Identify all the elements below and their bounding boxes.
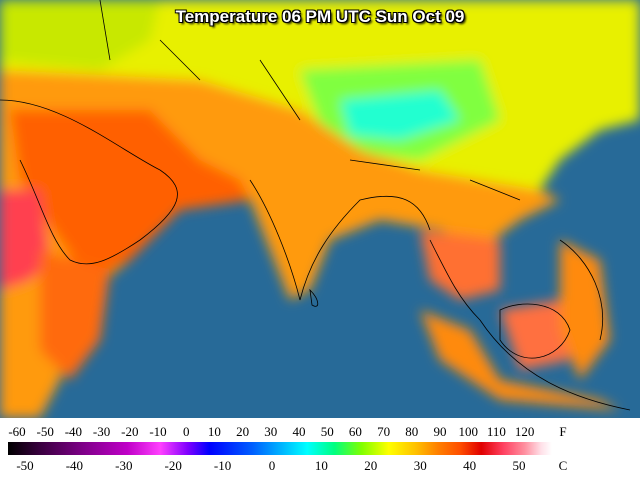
fahrenheit-label: 100 [458,424,478,439]
celsius-label: 10 [314,458,328,473]
celsius-label: 20 [364,458,378,473]
fahrenheit-label: 40 [292,424,306,439]
fahrenheit-label: -10 [149,424,167,439]
fahrenheit-label: -60 [8,424,26,439]
fahrenheit-label: 0 [182,424,190,439]
fahrenheit-label: 10 [207,424,221,439]
fahrenheit-label: 50 [320,424,334,439]
fahrenheit-label: 120 [514,424,535,439]
celsius-label: 50 [512,458,526,473]
celsius-label: 40 [463,458,477,473]
celsius-label: -40 [65,458,84,473]
fahrenheit-label: 60 [348,424,362,439]
temperature-map [0,0,640,418]
fahrenheit-label: -40 [64,424,83,439]
fahrenheit-label: 20 [236,424,250,439]
color-legend: F C -60 -50 -40 -30 -20 -10 0 10 20 30 40 50 60 70 80 9… [0,418,640,480]
celsius-label: -50 [16,458,34,473]
fahrenheit-label: 80 [405,424,419,439]
celsius-label: -10 [213,458,232,473]
color-scale [8,442,552,455]
fahrenheit-label: 30 [264,424,278,439]
fahrenheit-label: 90 [433,424,447,439]
map-title: Temperature 06 PM UTC Sun Oct 09 [175,7,465,26]
fahrenheit-label: 110 [486,424,506,439]
fahrenheit-label: -20 [121,424,139,439]
fahrenheit-label: 70 [377,424,391,439]
fahrenheit-label: -30 [92,424,111,439]
fahrenheit-unit: F [559,424,567,439]
celsius-label: -30 [115,458,133,473]
fahrenheit-label: -50 [36,424,54,439]
celsius-unit: C [558,458,568,473]
celsius-label: 30 [413,458,427,473]
celsius-label: -20 [164,458,182,473]
celsius-label: 0 [268,458,276,473]
